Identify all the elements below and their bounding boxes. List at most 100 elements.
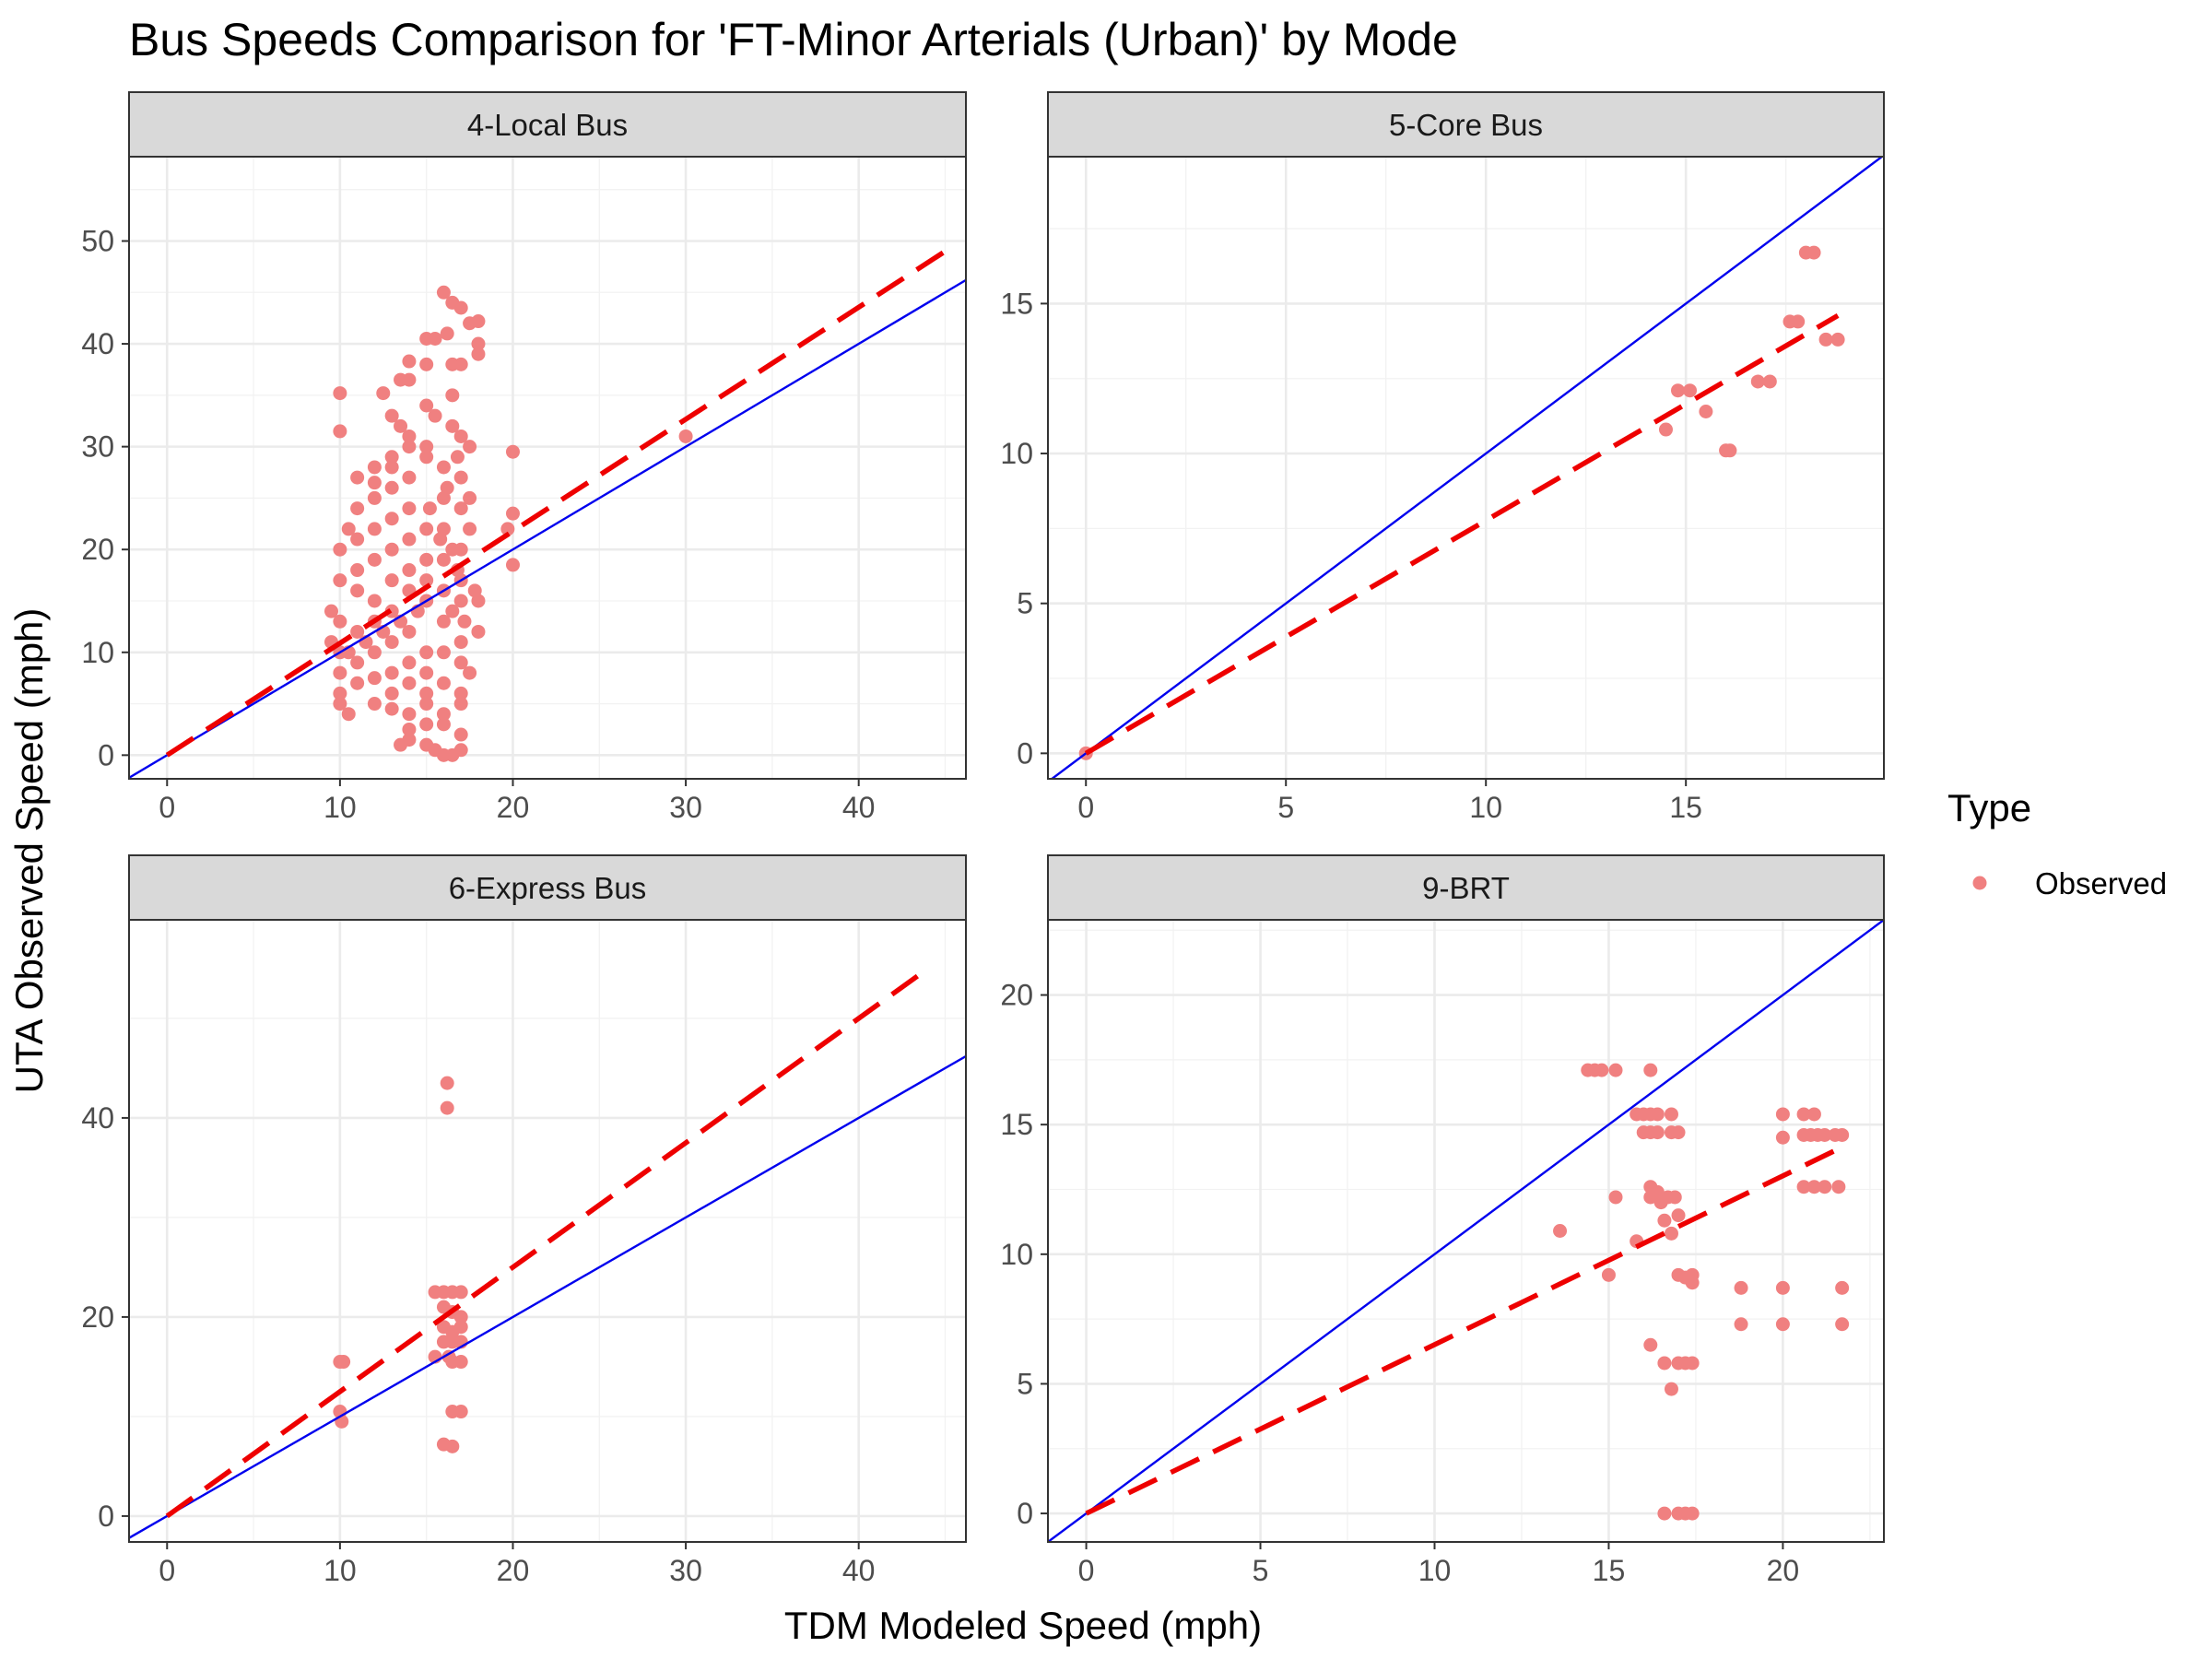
- data-point: [445, 388, 460, 403]
- data-point: [453, 655, 468, 670]
- data-point: [445, 542, 460, 557]
- panel-9-brt: 9-BRT 0 5 10 15 20 0 5 10 15 20: [1000, 854, 1885, 1587]
- y-tick-label: 20: [81, 533, 114, 566]
- data-point: [384, 450, 399, 465]
- fit-line: [1084, 313, 1840, 756]
- x-tick-label: 40: [842, 1554, 876, 1587]
- x-tick-label: 0: [1077, 791, 1094, 824]
- data-point: [436, 285, 451, 300]
- x-tick-label: 15: [1669, 791, 1702, 824]
- data-point: [384, 665, 399, 680]
- data-point: [402, 470, 417, 485]
- data-point: [419, 398, 434, 413]
- lines-9-brt: [1048, 920, 1884, 1542]
- data-point: [333, 424, 347, 439]
- x-axis-title: TDM Modeled Speed (mph): [784, 1604, 1262, 1647]
- data-point: [1775, 1107, 1790, 1122]
- data-point: [1806, 1180, 1821, 1194]
- plot-area-4-local-bus: [129, 157, 966, 779]
- data-point: [445, 1439, 460, 1453]
- grid-4-local-bus: [129, 157, 966, 779]
- data-point: [419, 450, 434, 465]
- data-point: [333, 573, 347, 588]
- data-point: [436, 676, 451, 690]
- data-point: [500, 522, 515, 536]
- data-point: [350, 583, 365, 598]
- data-point: [457, 614, 472, 629]
- data-point: [1685, 1267, 1700, 1282]
- data-point: [350, 501, 365, 516]
- panel-border-5-core-bus: [1047, 156, 1885, 780]
- x-tick-label: 10: [324, 1554, 357, 1587]
- data-point: [367, 490, 382, 505]
- x-tick-label: 5: [1277, 791, 1294, 824]
- legend-key-observed: [1972, 876, 1987, 890]
- data-point: [402, 354, 417, 369]
- data-point: [436, 707, 451, 722]
- panel-border-4-local-bus: [128, 156, 967, 780]
- y-tick-label: 40: [81, 327, 114, 360]
- x-tick-label: 10: [1418, 1554, 1452, 1587]
- data-point: [436, 614, 451, 629]
- data-point: [1750, 374, 1765, 389]
- data-point: [453, 686, 468, 700]
- data-point: [1683, 383, 1698, 398]
- chart-title: Bus Speeds Comparison for 'FT-Minor Arte…: [129, 14, 1458, 65]
- data-point: [471, 624, 486, 639]
- data-point: [333, 686, 347, 700]
- data-point: [402, 563, 417, 578]
- data-point: [367, 671, 382, 686]
- data-point: [1831, 1180, 1846, 1194]
- data-point: [1657, 1506, 1672, 1521]
- data-point: [384, 635, 399, 650]
- data-point: [1775, 1280, 1790, 1295]
- data-point: [453, 300, 468, 315]
- x-tick-label: 5: [1253, 1554, 1269, 1587]
- strip-6-express-bus: [128, 854, 967, 921]
- data-point: [450, 450, 465, 465]
- y-tick-label: 40: [81, 1101, 114, 1135]
- lines-5-core-bus: [1050, 157, 1884, 779]
- data-point: [1734, 1280, 1748, 1295]
- data-point: [1835, 1280, 1850, 1295]
- data-point: [324, 604, 338, 618]
- data-point: [1835, 1127, 1850, 1142]
- data-point: [1775, 1317, 1790, 1332]
- y-tick-label: 10: [81, 636, 114, 669]
- data-point: [1608, 1063, 1623, 1077]
- points-9-brt: [1553, 1063, 1850, 1521]
- data-point: [471, 347, 486, 361]
- data-point: [1699, 405, 1713, 419]
- data-point: [471, 336, 486, 351]
- data-point: [367, 476, 382, 490]
- data-point: [419, 552, 434, 567]
- grid-5-core-bus: [1048, 157, 1884, 779]
- data-point: [453, 1320, 468, 1335]
- data-point: [1818, 332, 1833, 347]
- x-tick-label: 10: [1469, 791, 1502, 824]
- data-point: [1658, 422, 1673, 437]
- data-point: [453, 1310, 468, 1324]
- data-point: [419, 645, 434, 660]
- data-point: [463, 665, 477, 680]
- data-point: [419, 522, 434, 536]
- data-point: [384, 701, 399, 716]
- lines-4-local-bus: [129, 249, 966, 779]
- x-tick-label: 10: [324, 791, 357, 824]
- legend: Type Observed: [1947, 786, 2167, 900]
- data-point: [333, 665, 347, 680]
- data-point: [1796, 1107, 1811, 1122]
- data-point: [367, 522, 382, 536]
- x-tick-label: 30: [669, 1554, 702, 1587]
- data-point: [1818, 1127, 1832, 1142]
- data-point: [350, 624, 365, 639]
- grid-9-brt: [1048, 920, 1884, 1542]
- data-point: [402, 372, 417, 387]
- data-point: [333, 386, 347, 401]
- data-point: [445, 418, 460, 433]
- data-point: [1664, 1107, 1678, 1122]
- data-point: [1594, 1063, 1609, 1077]
- data-point: [1830, 332, 1845, 347]
- data-point: [394, 418, 408, 433]
- y-tick-label: 20: [1000, 979, 1033, 1012]
